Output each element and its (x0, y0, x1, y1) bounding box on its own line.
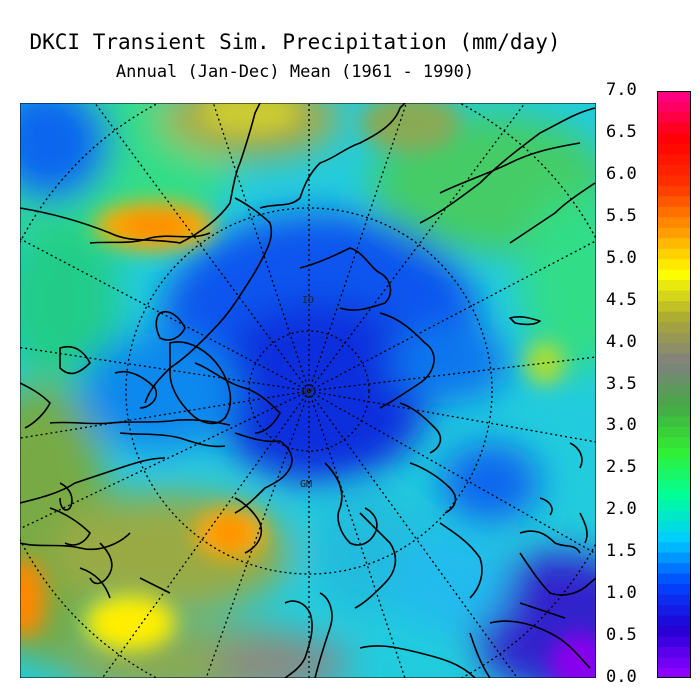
colorbar-segment (657, 248, 691, 260)
colorbar-segment (657, 185, 691, 197)
colorbar-tick-label: 7.0 (606, 80, 637, 100)
colorbar-tick-label: 6.5 (606, 121, 637, 142)
colorbar-segment (657, 321, 691, 333)
north-pole-label: NP (301, 387, 313, 398)
colorbar-tick-label: 0.0 (606, 667, 637, 687)
colorbar-segment (657, 531, 691, 543)
colorbar-tick-label: 0.5 (606, 625, 637, 646)
colorbar-segment (657, 143, 691, 155)
colorbar-tick-label: 3.5 (606, 373, 637, 394)
colorbar-tick-label: 4.5 (606, 289, 637, 310)
colorbar-segment (657, 353, 691, 365)
colorbar-segment (657, 436, 691, 448)
colorbar-segment (657, 290, 691, 302)
colorbar-segment (657, 667, 691, 678)
colorbar-segment (657, 583, 691, 595)
colorbar-segment (657, 552, 691, 564)
colorbar-segment (657, 269, 691, 281)
coastlines (20, 103, 596, 678)
colorbar-segment (657, 332, 691, 344)
colorbar-segment (657, 426, 691, 438)
colorbar-frame (657, 91, 691, 678)
colorbar-segment (657, 615, 691, 627)
colorbar-segment (657, 510, 691, 522)
colorbar-segment (657, 216, 691, 228)
colorbar-segment (657, 625, 691, 637)
colorbar-tick-label: 5.5 (606, 205, 637, 226)
colorbar-segment (657, 342, 691, 354)
colorbar-segment (657, 374, 691, 385)
colorbar-segment (657, 174, 691, 186)
colorbar-segment (657, 384, 691, 396)
colorbar-segment (657, 447, 691, 459)
colorbar-tick-label: 2.0 (606, 499, 637, 520)
colorbar-segment (657, 405, 691, 417)
colorbar-segment (657, 300, 691, 312)
colorbar-segment (657, 636, 691, 648)
colorbar-tick-label: 2.5 (606, 457, 637, 478)
colorbar-segment (657, 541, 691, 553)
colorbar (657, 91, 691, 678)
precipitation-map: NP ID GM (20, 103, 596, 678)
colorbar-segment (657, 457, 691, 469)
colorbar-segment (657, 237, 691, 249)
colorbar-segment (657, 195, 691, 207)
colorbar-segment (657, 478, 691, 490)
colorbar-segment (657, 363, 691, 375)
colorbar-tick-label: 3.0 (606, 415, 637, 436)
colorbar-segment (657, 562, 691, 574)
colorbar-segment (657, 311, 691, 323)
colorbar-segment (657, 227, 691, 239)
colorbar-segment (657, 468, 691, 480)
colorbar-segment (657, 206, 691, 218)
colorbar-segment (657, 394, 691, 406)
colorbar-segment (657, 573, 691, 585)
colorbar-segment (657, 164, 691, 176)
colorbar-segment (657, 594, 691, 606)
colorbar-segment (657, 258, 691, 270)
colorbar-segment (657, 279, 691, 291)
colorbar-segment (657, 111, 691, 123)
colorbar-segment (657, 646, 691, 658)
colorbar-segment (657, 489, 691, 501)
colorbar-segment (657, 91, 691, 102)
colorbar-segment (657, 520, 691, 532)
colorbar-segment (657, 415, 691, 427)
colorbar-segment (657, 122, 691, 134)
colorbar-tick-label: 6.0 (606, 163, 637, 184)
colorbar-tick-label: 4.0 (606, 331, 637, 352)
colorbar-segment (657, 499, 691, 511)
colorbar-segment (657, 604, 691, 616)
map-title: DKCI Transient Sim. Precipitation (mm/da… (29, 30, 561, 54)
greenwich-label: GM (300, 479, 312, 490)
map-subtitle: Annual (Jan-Dec) Mean (1961 - 1990) (115, 62, 475, 82)
colorbar-tick-label: 1.5 (606, 541, 637, 562)
colorbar-segment (657, 153, 691, 165)
colorbar-tick-label: 1.0 (606, 583, 637, 604)
colorbar-segment (657, 101, 691, 113)
precipitation-field (20, 103, 596, 678)
colorbar-segment (657, 657, 691, 669)
date-line-label: ID (302, 295, 314, 306)
colorbar-tick-label: 5.0 (606, 247, 637, 268)
colorbar-segment (657, 132, 691, 144)
